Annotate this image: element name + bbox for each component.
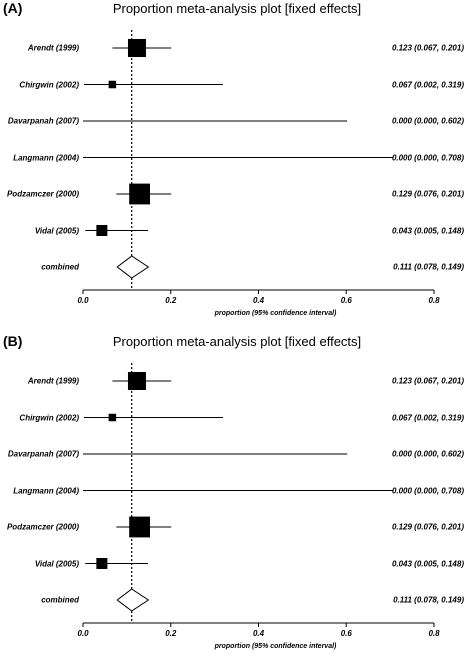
study-label: Davarpanah (2007) <box>7 449 79 459</box>
x-tick-label: 0.0 <box>77 629 89 638</box>
estimate-marker <box>96 225 108 236</box>
x-tick-label: 0.0 <box>77 296 89 305</box>
study-ci-value: 0.129 (0.076, 0.201) <box>391 189 464 199</box>
x-tick-label: 0.8 <box>428 629 440 638</box>
forest-plot-canvas <box>82 30 435 294</box>
x-tick-label: 0.2 <box>165 296 177 305</box>
study-label: Davarpanah (2007) <box>7 116 79 126</box>
x-tick-label: 0.8 <box>428 296 440 305</box>
combined-ci-value: 0.111 (0.078, 0.149) <box>393 595 464 605</box>
study-ci-value: 0.043 (0.005, 0.148) <box>391 226 464 235</box>
combined-diamond <box>116 588 150 612</box>
combined-label: combined <box>41 595 79 605</box>
study-ci-value: 0.067 (0.002, 0.319) <box>391 413 464 422</box>
study-label: Vidal (2005) <box>34 559 79 568</box>
study-label: Arendt (1999) <box>27 43 79 53</box>
estimate-marker <box>127 39 146 57</box>
forest-plot-canvas <box>82 363 435 627</box>
estimate-marker <box>108 80 117 89</box>
estimate-marker <box>129 516 150 538</box>
study-ci-value: 0.043 (0.005, 0.148) <box>391 559 464 568</box>
estimate-marker <box>96 558 108 569</box>
study-label: Podzamczer (2000) <box>6 522 79 532</box>
panel-label: (A) <box>3 0 23 16</box>
study-ci-value: 0.123 (0.067, 0.201) <box>391 43 464 53</box>
study-label: Podzamczer (2000) <box>6 189 79 199</box>
study-ci-value: 0.000 (0.000, 0.602) <box>391 116 464 126</box>
study-ci-value: 0.000 (0.000, 0.708) <box>391 153 464 162</box>
x-tick-label: 0.4 <box>252 296 265 305</box>
chart-title: Proportion meta-analysis plot [fixed eff… <box>112 1 362 16</box>
x-tick-label: 0.4 <box>252 629 265 638</box>
study-label: Langmann (2004) <box>13 153 79 162</box>
study-label: Chirgwin (2002) <box>19 413 79 422</box>
panel-label: (B) <box>3 333 23 349</box>
study-label: Langmann (2004) <box>13 486 79 495</box>
x-tick-label: 0.6 <box>340 629 352 638</box>
combined-diamond <box>116 255 150 279</box>
study-ci-value: 0.123 (0.067, 0.201) <box>391 376 464 386</box>
study-ci-value: 0.000 (0.000, 0.602) <box>391 449 464 459</box>
study-label: Vidal (2005) <box>34 226 79 235</box>
study-label: Arendt (1999) <box>27 376 79 386</box>
x-tick-label: 0.6 <box>340 296 352 305</box>
study-ci-value: 0.000 (0.000, 0.708) <box>391 486 464 495</box>
estimate-marker <box>127 372 146 390</box>
study-label: Chirgwin (2002) <box>19 80 79 89</box>
combined-label: combined <box>41 262 79 272</box>
x-axis-label: proportion (95% confidence interval) <box>214 310 337 317</box>
forest-plot-panel-a: (A) Proportion meta-analysis plot [fixed… <box>0 0 474 330</box>
estimate-marker <box>108 413 117 422</box>
combined-ci-value: 0.111 (0.078, 0.149) <box>393 262 464 272</box>
chart-title: Proportion meta-analysis plot [fixed eff… <box>112 334 362 349</box>
forest-plot-panel-b: (B) Proportion meta-analysis plot [fixed… <box>0 333 474 663</box>
x-axis-label: proportion (95% confidence interval) <box>214 643 337 650</box>
study-ci-value: 0.067 (0.002, 0.319) <box>391 80 464 89</box>
estimate-marker <box>129 183 150 205</box>
x-tick-label: 0.2 <box>165 629 177 638</box>
study-ci-value: 0.129 (0.076, 0.201) <box>391 522 464 532</box>
